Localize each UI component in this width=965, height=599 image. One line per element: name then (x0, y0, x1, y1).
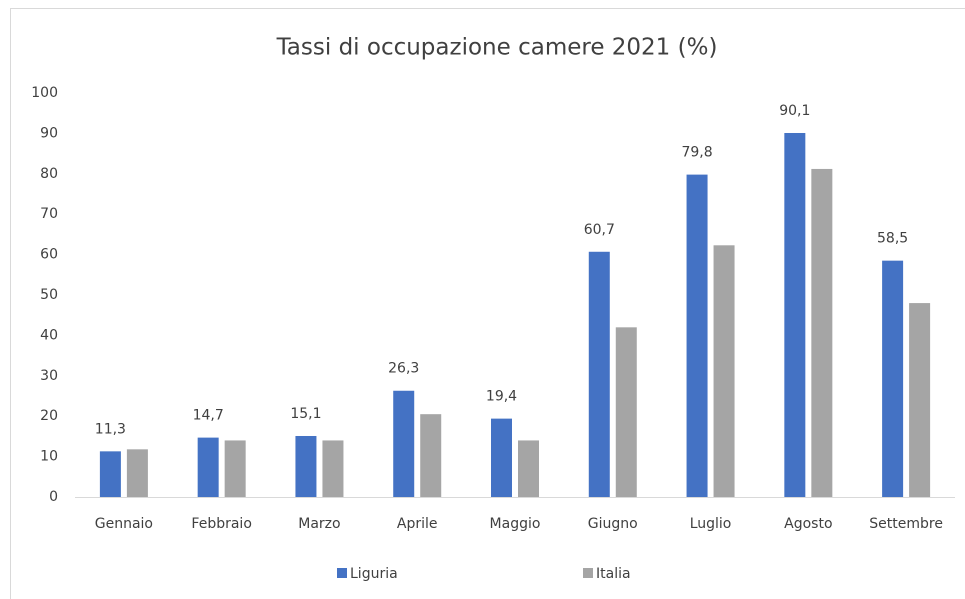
data-label: 15,1 (290, 406, 321, 422)
x-tick-label: Settembre (869, 516, 943, 532)
y-tick-label: 80 (40, 166, 58, 182)
legend-swatch (337, 568, 347, 578)
bar (784, 132, 806, 497)
bar (224, 440, 246, 497)
bar (322, 440, 344, 497)
x-tick-label: Agosto (784, 516, 832, 532)
y-tick-label: 40 (40, 327, 58, 343)
data-label: 58,5 (877, 231, 908, 247)
bar (393, 390, 415, 497)
data-label: 60,7 (584, 222, 615, 238)
legend-label: Italia (596, 566, 631, 582)
data-label: 19,4 (486, 389, 517, 405)
bar (909, 303, 931, 497)
x-tick-label: Marzo (298, 516, 340, 532)
x-tick-label: Luglio (690, 516, 732, 532)
y-tick-label: 20 (40, 408, 58, 424)
y-tick-label: 90 (40, 125, 58, 141)
bar (811, 168, 833, 497)
y-tick-label: 0 (49, 489, 58, 505)
y-tick-label: 10 (40, 449, 58, 465)
chart-title: Tassi di occupazione camere 2021 (%) (276, 35, 718, 61)
bar (99, 451, 121, 497)
x-tick-label: Gennaio (95, 516, 153, 532)
y-tick-label: 100 (31, 85, 58, 101)
x-tick-label: Giugno (588, 516, 638, 532)
chart-frame (10, 8, 965, 599)
bar (295, 435, 317, 497)
data-label: 79,8 (681, 145, 712, 161)
data-label: 90,1 (779, 103, 810, 119)
data-label: 26,3 (388, 361, 419, 377)
bar (518, 440, 539, 497)
bar (686, 174, 708, 497)
y-tick-label: 30 (40, 368, 58, 384)
y-tick-label: 50 (40, 287, 58, 303)
bar (491, 418, 512, 497)
bar (588, 251, 610, 497)
x-tick-label: Maggio (490, 516, 541, 532)
legend-swatch (583, 568, 593, 578)
y-tick-label: 60 (40, 247, 58, 263)
bar (126, 449, 148, 497)
bar (420, 414, 442, 497)
x-tick-label: Aprile (397, 516, 438, 532)
bar (882, 260, 904, 497)
x-tick-label: Febbraio (191, 516, 251, 532)
data-label: 14,7 (193, 408, 224, 424)
bar (615, 327, 637, 497)
bar (713, 245, 735, 497)
data-label: 11,3 (95, 421, 126, 437)
legend-label: Liguria (350, 566, 398, 582)
y-tick-label: 70 (40, 206, 58, 222)
bar (197, 437, 219, 497)
